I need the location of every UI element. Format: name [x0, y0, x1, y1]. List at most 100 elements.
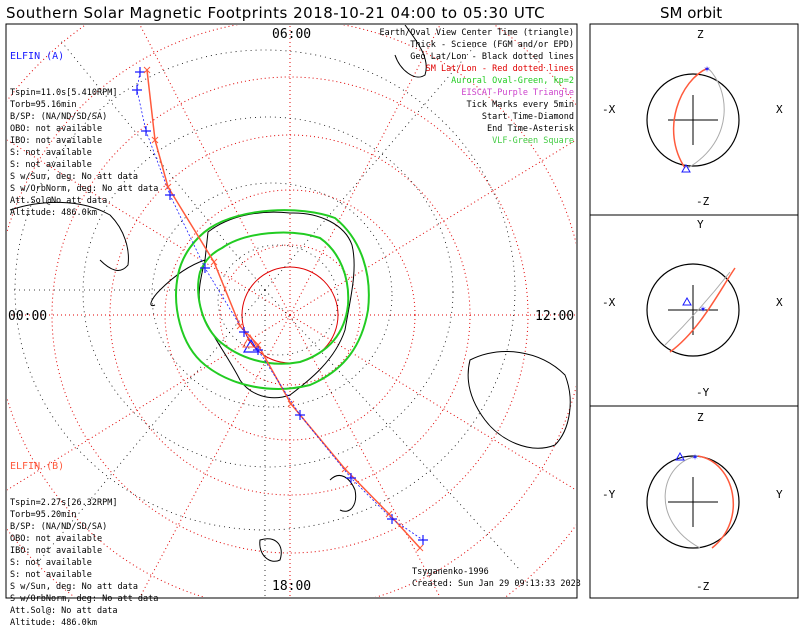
tick-mark-b: [416, 544, 424, 552]
legend-item: Thick - Science (FGM and/or EPD): [410, 40, 574, 50]
page-title: Southern Solar Magnetic Footprints 2018-…: [6, 4, 546, 22]
orbit-panel-3: ✶ Z -Z -Y Y: [602, 411, 783, 593]
geo-grid: [10, 39, 521, 597]
elfin-b-line: S w/Sun, deg: No att data: [10, 582, 138, 592]
geo-lat-circle: [151, 182, 393, 408]
orbit-title: SM orbit: [660, 4, 723, 22]
sm-lon-line: [139, 314, 291, 597]
elfin-a-lines: Tspin=11.0s[5.410RPM] Torb=95.16min B/SP: …: [10, 87, 158, 219]
elfin-b-lines: Tspin=2.27s[26.32RPM] Torb=95.20min B/SP: …: [10, 497, 158, 629]
footer-created: Created: Sun Jan 29 09:13:33 2023: [412, 579, 581, 589]
orbit-track-b: [697, 455, 735, 549]
tick-mark-b: [341, 465, 349, 473]
legend-item: SM Lat/Lon - Red dotted lines: [425, 64, 574, 74]
legend-item: Tick Marks every 5min: [466, 100, 574, 110]
orbit-triangle: [682, 296, 692, 306]
panel3-right-label: Y: [776, 488, 783, 501]
elfin-b-line: S: not available: [10, 570, 92, 580]
elfin-a-line: Att.Sol@No att data: [10, 196, 108, 206]
tick-mark-b: [210, 258, 218, 266]
new-zealand: [329, 475, 357, 512]
legend-item: Auroral Oval-Green, kp=2: [451, 76, 574, 86]
tick-mark-a: [165, 190, 175, 200]
footer-author: Tsyganenko-1996: [412, 567, 489, 577]
panel2-right-label: X: [776, 296, 783, 309]
antarctic-peninsula: [150, 259, 206, 307]
tick-mark-b: [385, 510, 393, 518]
island: [259, 538, 282, 562]
earth-circle: [646, 263, 740, 357]
hour-label-18: 18:00: [272, 579, 311, 594]
tick-mark-b: [151, 136, 159, 144]
elfin-a-line: OBO: not available: [10, 124, 103, 134]
main-figure: 06:00 00:00 12:00 18:00 ✶ Z -Z -X X ✶ Y …: [5, 23, 799, 599]
orbit-end-asterisk: ✶: [692, 452, 698, 463]
antarctica: [198, 211, 355, 399]
tick-mark-a: [418, 535, 428, 545]
south-america: [9, 201, 129, 271]
hour-label-06: 06:00: [272, 27, 311, 42]
africa-tip: [394, 25, 427, 78]
elfin-a-line: B/SP: (NA/ND/SD/SA): [10, 112, 108, 122]
elfin-a-line: S: not available: [10, 148, 92, 158]
ticks-elfin-b: [143, 66, 424, 552]
geo-lat-circle: [14, 49, 516, 531]
legend: Earth/Oval View Center Time (triangle) Th…: [380, 27, 574, 147]
tick-mark-a: [135, 67, 145, 77]
tick-mark-b: [287, 400, 295, 408]
panel1-right-label: X: [776, 103, 783, 116]
tick-mark-b: [236, 322, 244, 330]
geo-lat-circle: [82, 116, 454, 468]
orbit-track-b: [669, 267, 736, 353]
tick-mark-b: [143, 66, 151, 74]
elfin-a-line: Tspin=11.0s[5.410RPM]: [10, 88, 118, 98]
orbit-track-a: [664, 271, 731, 346]
elfin-a-line: S: not available: [10, 160, 92, 170]
elfin-b-line: S w/OrbNorm, deg: No att data: [10, 594, 159, 604]
elfin-b-line: Altitude: 486.0km: [10, 618, 97, 628]
elfin-b-line: IBO: not available: [10, 546, 103, 556]
elfin-a-line: S w/Sun, deg: No att data: [10, 172, 138, 182]
panel3-left-label: -Y: [602, 488, 616, 501]
panel3-bottom-label: -Z: [696, 580, 710, 593]
geo-lon-line: [264, 289, 521, 571]
elfin-b-name: ELFIN (B): [10, 461, 65, 472]
orbit-frame: [589, 23, 799, 599]
panel1-top-label: Z: [697, 28, 704, 41]
map-frame: [5, 23, 578, 599]
legend-item: VLF-Green Square: [492, 136, 574, 146]
panel1-bottom-label: -Z: [696, 195, 710, 208]
tick-mark-a: [132, 85, 142, 95]
tick-mark-b: [164, 183, 172, 191]
elfin-b-info: ELFIN (B) Tspin=2.27s[26.32RPM] Torb=95.2…: [10, 437, 158, 641]
sm-lat-circle: [51, 76, 529, 554]
elfin-a-line: IBO: not available: [10, 136, 103, 146]
legend-item: End Time-Asterisk: [487, 124, 574, 134]
hour-label-00: 00:00: [8, 309, 47, 324]
orbit-track-a: [664, 455, 701, 549]
orbit-track-a: [687, 67, 725, 169]
elfin-a-name: ELFIN (A): [10, 51, 65, 62]
sm-lat-circle: [219, 244, 361, 386]
tick-mark-a: [346, 473, 356, 483]
panel2-left-label: -X: [602, 296, 616, 309]
polar-map: 06:00 00:00 12:00 18:00: [7, 25, 576, 597]
tick-mark-a: [387, 514, 397, 524]
tick-mark-a: [239, 327, 249, 337]
geo-lat-circle: [217, 244, 339, 356]
tick-mark-a: [295, 410, 305, 420]
legend-item: Start Time-Diamond: [481, 112, 574, 122]
earth-circle: [646, 73, 740, 167]
panel1-left-label: -X: [602, 103, 616, 116]
view-center-triangle-a: [242, 338, 260, 353]
hour-label-12: 12:00: [535, 309, 574, 324]
geo-lon-line: [39, 289, 266, 561]
orbit-triangle: [675, 451, 685, 461]
sm-lon-line: [139, 25, 291, 316]
auroral-oval-inner: [197, 231, 350, 365]
tick-mark-a: [141, 126, 151, 136]
elfin-a-info: ELFIN (A) Tspin=11.0s[5.410RPM] Torb=95.1…: [10, 27, 158, 231]
sm-lon-lines: [7, 25, 576, 597]
elfin-a-line: Altitude: 486.0km: [10, 208, 97, 218]
elfin-a-line: Torb=95.16min: [10, 100, 77, 110]
